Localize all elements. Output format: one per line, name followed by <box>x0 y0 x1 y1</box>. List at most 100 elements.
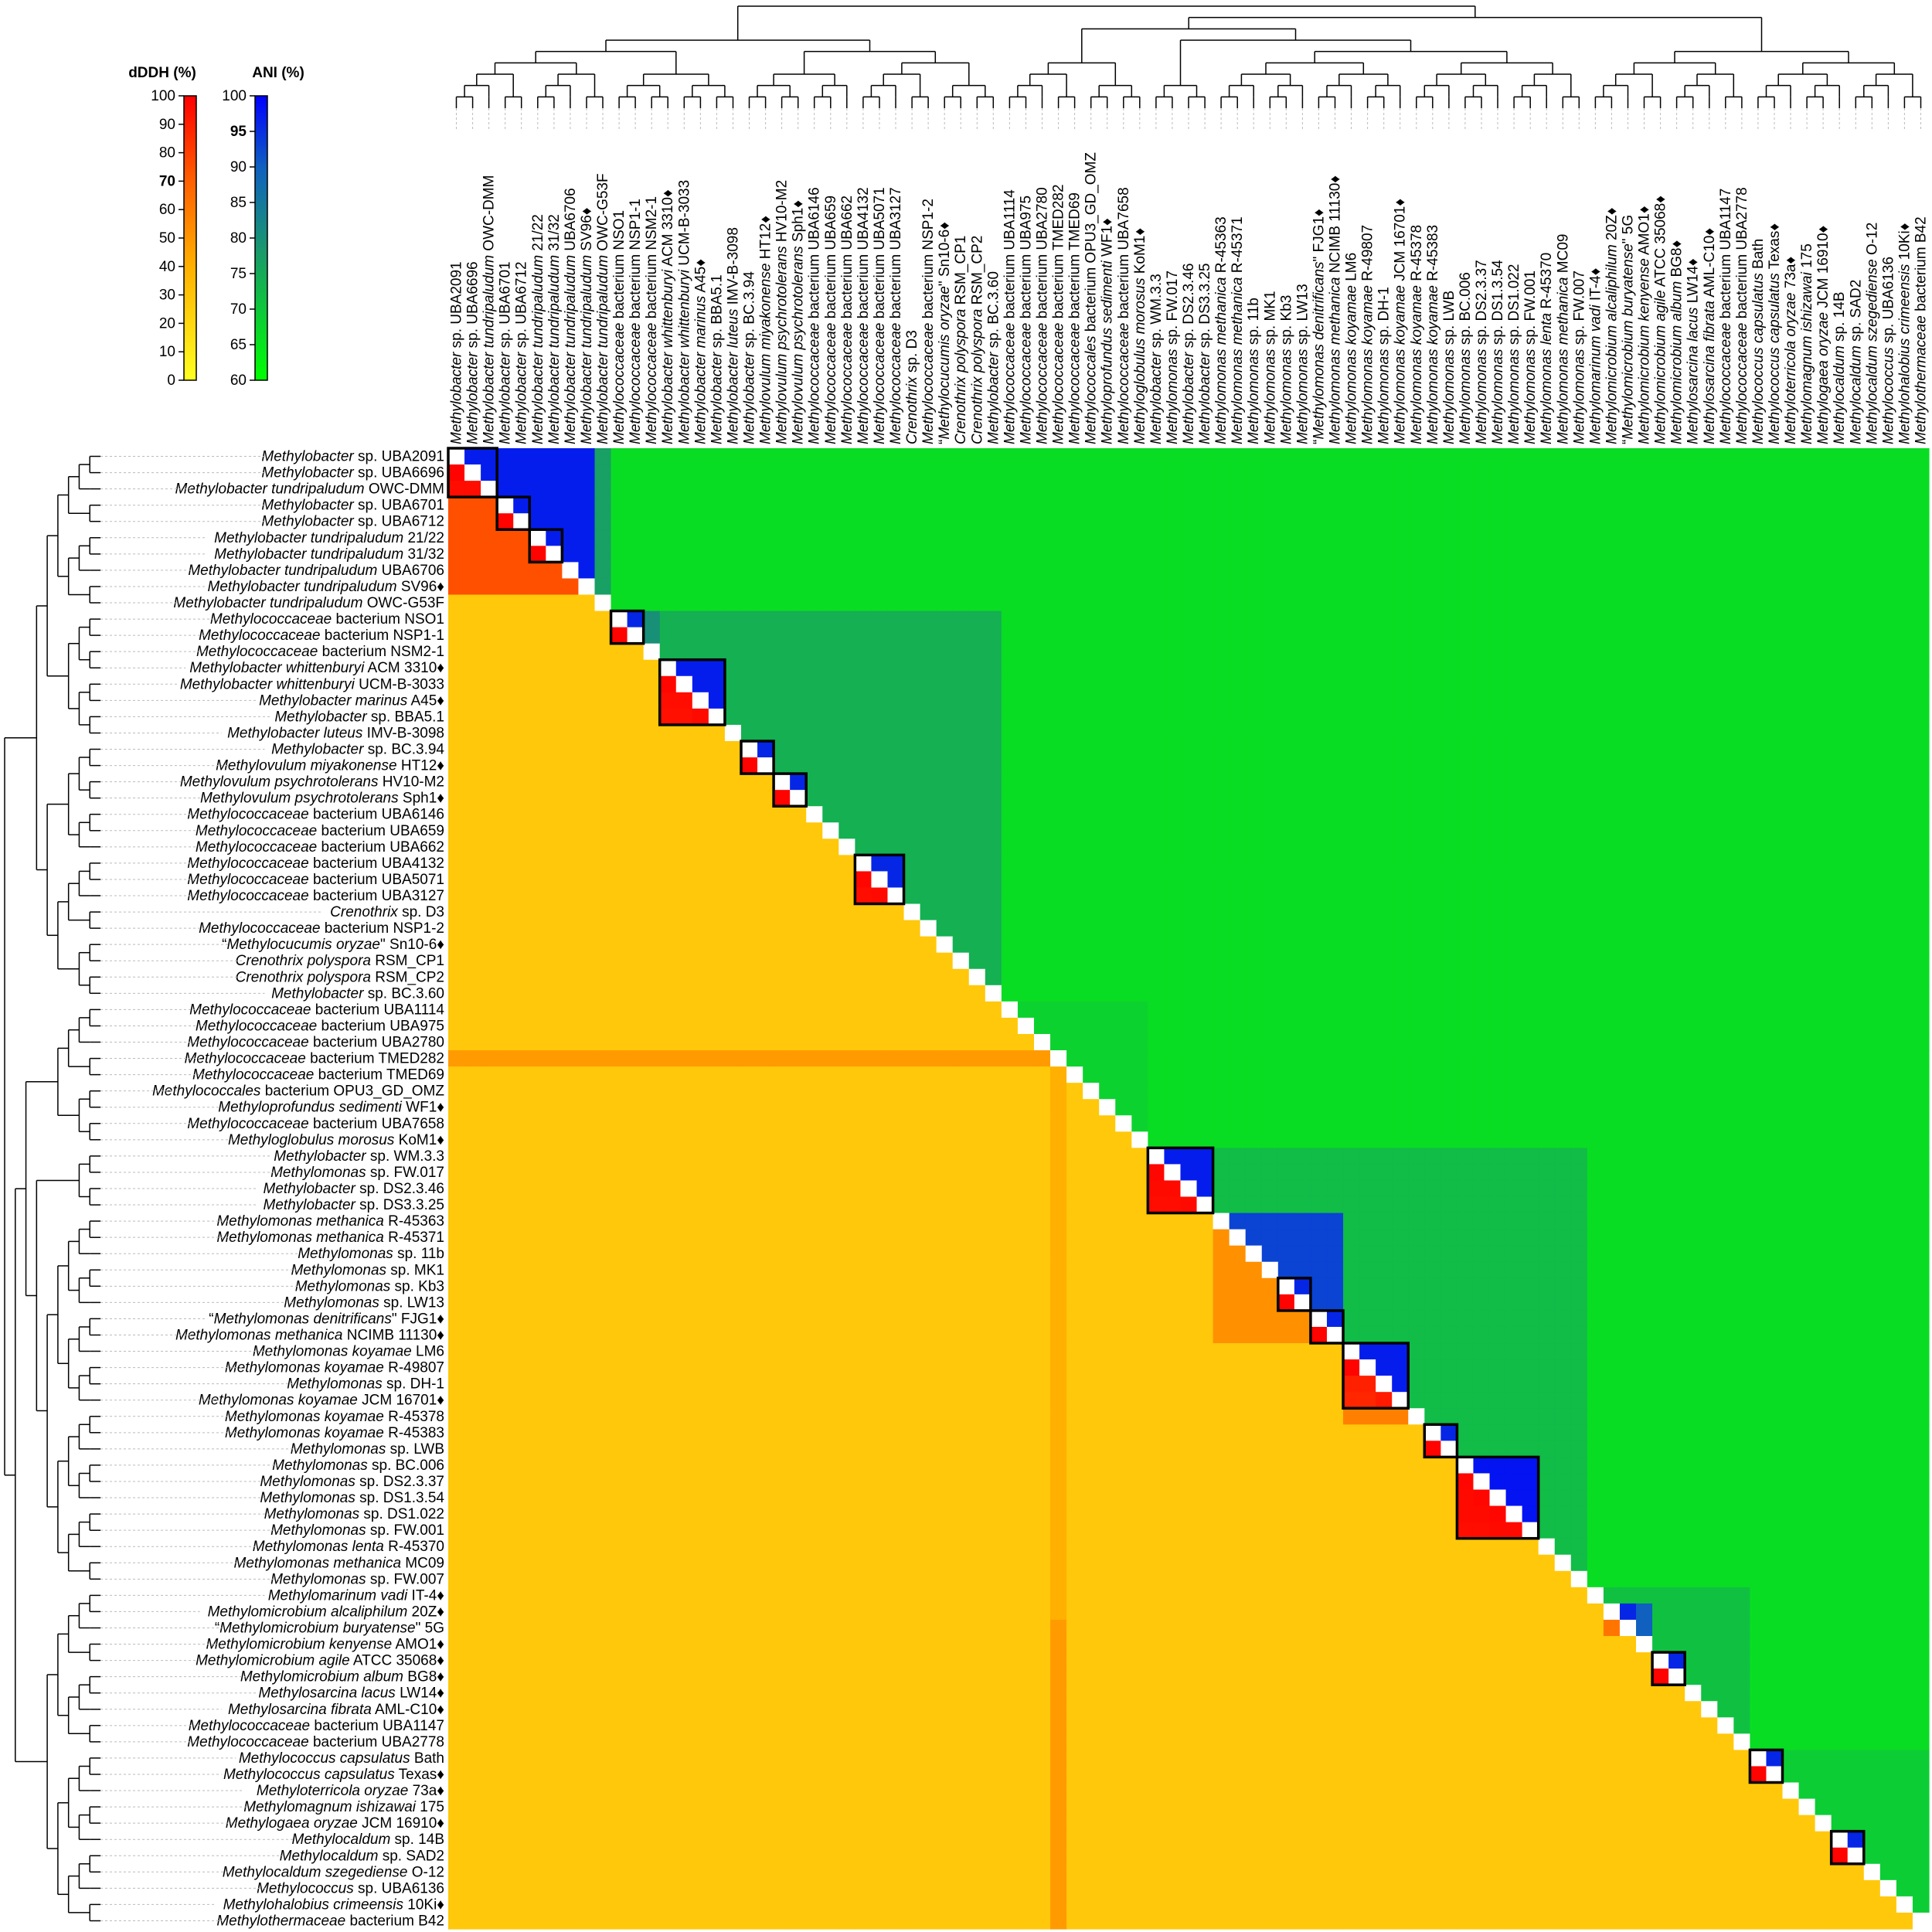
heatmap-cell <box>594 594 612 612</box>
heatmap-cell <box>985 724 1002 742</box>
heatmap-cell <box>1847 675 1865 693</box>
heatmap-cell <box>1538 757 1556 774</box>
heatmap-cell <box>1033 903 1051 921</box>
heatmap-cell <box>1196 1017 1214 1035</box>
heatmap-cell <box>724 513 742 530</box>
heatmap-cell <box>481 806 498 823</box>
heatmap-cell <box>1473 985 1491 1002</box>
heatmap-cell <box>1538 855 1556 872</box>
heatmap-cell <box>562 920 580 937</box>
column-label: Methylocaldum sp. 14B <box>1832 292 1848 445</box>
heatmap-cell <box>578 887 596 905</box>
heatmap-cell <box>1847 1083 1865 1100</box>
heatmap-cell <box>1148 497 1165 514</box>
heatmap-cell <box>1619 903 1637 921</box>
heatmap-cell <box>659 968 677 986</box>
heatmap-cell <box>448 724 465 742</box>
heatmap-cell <box>887 1131 905 1148</box>
heatmap-cell <box>1033 513 1051 530</box>
heatmap-cell <box>1522 838 1539 855</box>
heatmap-cell <box>1570 497 1588 514</box>
heatmap-cell <box>546 627 563 645</box>
heatmap-cell <box>1001 757 1019 774</box>
heatmap-cell <box>1310 887 1328 905</box>
heatmap-cell <box>806 855 823 872</box>
heatmap-cell <box>464 513 481 530</box>
heatmap-cell <box>1213 513 1230 530</box>
heatmap-cell <box>1294 822 1311 839</box>
heatmap-cell <box>1277 968 1295 986</box>
heatmap-cell <box>1050 611 1067 628</box>
heatmap-cell <box>708 968 726 986</box>
heatmap-cell <box>1554 968 1572 986</box>
heatmap-cell <box>1570 675 1588 693</box>
heatmap-cell <box>1213 1001 1230 1019</box>
heatmap-cell <box>887 920 905 937</box>
heatmap-cell <box>1164 594 1182 612</box>
heatmap-cell <box>448 1131 465 1148</box>
heatmap-cell <box>1750 529 1767 546</box>
heatmap-cell <box>1326 643 1344 661</box>
heatmap-cell <box>1896 562 1913 580</box>
heatmap-cell <box>1326 448 1344 465</box>
heatmap-cell <box>1750 952 1767 970</box>
row-label: Methylomarinum vadi IT-4♦ <box>268 1587 445 1604</box>
heatmap-cell <box>1489 481 1507 498</box>
column-label: Methylobacter sp. BBA5.1 <box>709 274 725 444</box>
heatmap-cell <box>1164 562 1182 580</box>
heatmap-cell <box>968 1050 986 1067</box>
heatmap-cell <box>1879 822 1897 839</box>
heatmap-cell <box>1554 513 1572 530</box>
heatmap-cell <box>675 1148 693 1165</box>
heatmap-cell <box>871 708 889 726</box>
heatmap-cell <box>1619 871 1637 889</box>
heatmap-cell <box>1326 1131 1344 1148</box>
heatmap-cell <box>1522 1083 1539 1100</box>
heatmap-cell <box>1229 968 1247 986</box>
heatmap-cell <box>464 985 481 1002</box>
heatmap-cell <box>692 1099 709 1116</box>
heatmap-cell <box>1050 1083 1067 1100</box>
heatmap-cell <box>627 692 645 709</box>
heatmap-cell <box>1245 578 1263 596</box>
heatmap-cell <box>1131 838 1148 855</box>
heatmap-cell <box>1652 936 1669 954</box>
heatmap-cell <box>1440 562 1458 580</box>
heatmap-cell <box>790 481 807 498</box>
heatmap-cell <box>1180 855 1198 872</box>
heatmap-cell <box>1261 627 1279 645</box>
heatmap-cell <box>936 1050 954 1067</box>
heatmap-cell <box>1766 887 1784 905</box>
heatmap-cell <box>1148 546 1165 563</box>
heatmap-cell <box>497 920 514 937</box>
heatmap-cell <box>578 1148 596 1165</box>
heatmap-cell <box>643 1001 661 1019</box>
heatmap-cell <box>546 806 563 823</box>
heatmap-cell <box>1066 1066 1083 1083</box>
heatmap-cell <box>1050 594 1067 612</box>
heatmap-cell <box>1131 952 1148 970</box>
heatmap-cell <box>1912 1131 1930 1148</box>
heatmap-cell <box>1099 692 1116 709</box>
heatmap-cell <box>757 497 774 514</box>
heatmap-cell <box>1131 822 1148 839</box>
row-label: Methylomonas sp. FW.017 <box>270 1165 444 1181</box>
heatmap-cell <box>1294 448 1311 465</box>
heatmap-cell <box>1798 806 1816 823</box>
heatmap-cell <box>1782 1050 1800 1067</box>
heatmap-cell <box>513 594 530 612</box>
heatmap-cell <box>627 740 645 758</box>
heatmap-cell <box>1050 513 1067 530</box>
heatmap-cell <box>1831 790 1849 807</box>
heatmap-cell <box>985 513 1002 530</box>
heatmap-cell <box>481 692 498 709</box>
heatmap-cell <box>1473 529 1491 546</box>
heatmap-cell <box>1619 806 1637 823</box>
heatmap-cell <box>1489 1083 1507 1100</box>
heatmap-cell <box>1733 481 1750 498</box>
heatmap-cell <box>1782 920 1800 937</box>
heatmap-cell <box>1310 1033 1328 1051</box>
heatmap-cell <box>1261 1148 1279 1165</box>
heatmap-cell <box>1782 481 1800 498</box>
heatmap-cell <box>1831 1099 1849 1116</box>
